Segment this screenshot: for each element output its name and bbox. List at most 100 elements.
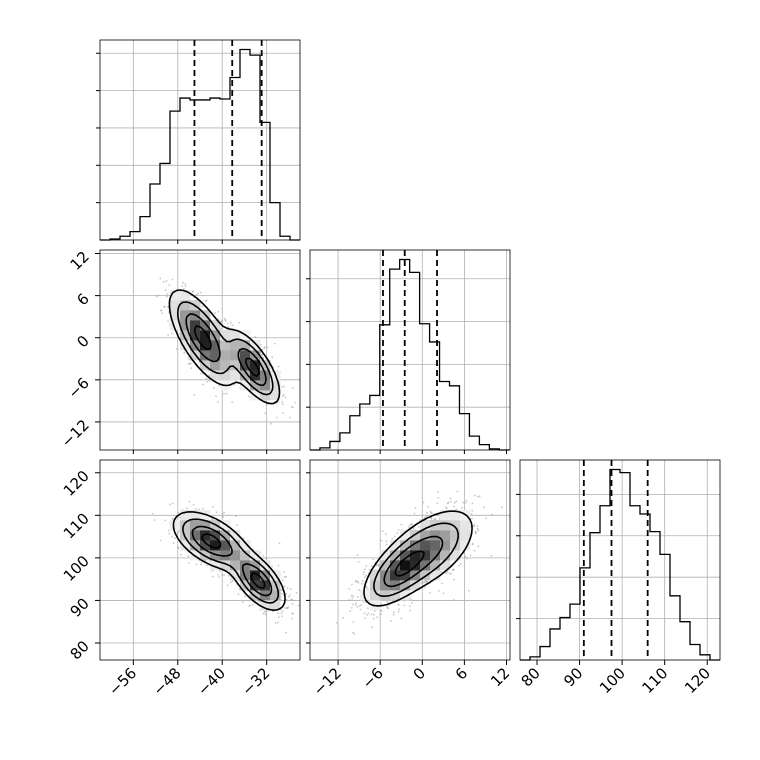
scatter-point [281,401,284,404]
scatter-point [159,309,162,312]
scatter-point [230,581,232,584]
y-tick-label: 90 [67,595,93,621]
hist-step-1 [310,258,510,451]
scatter-point [292,599,295,602]
panel-content-0 [100,250,300,450]
scatter-point [169,503,172,506]
scatter-point [413,512,416,515]
scatter-point [387,607,390,610]
scatter-point [163,306,165,308]
scatter-point [206,380,209,383]
scatter-point [227,574,230,577]
scatter-point [283,570,285,573]
density-cell [180,320,191,331]
scatter-point [441,582,443,585]
density-cell [240,340,251,351]
scatter-point [422,501,425,504]
scatter-point [263,347,266,350]
scatter-point [476,527,479,530]
x-tick-label: −40 [194,664,229,699]
scatter-point [231,580,234,583]
density-cell [190,520,201,531]
panel-content-1 [100,460,300,660]
hist-grid-2 [520,460,720,660]
density-cell [380,580,391,591]
scatter-point [172,541,175,544]
scatter-point [473,525,476,528]
scatter-point [400,523,403,526]
scatter-point [471,502,474,505]
scatter-point [282,393,285,396]
density-cell [230,540,241,551]
density-cell [390,560,401,571]
density-cell [270,600,281,611]
scatter-point [470,513,473,515]
scatter-point [455,508,458,511]
scatter-point [212,387,215,390]
density-cell [230,370,241,381]
scatter-point [168,284,171,287]
scatter-point [295,591,298,594]
scatter-panel-2 [309,459,511,661]
scatter-point [473,549,476,552]
scatter-point [364,568,366,571]
scatter-frame-0 [99,249,301,451]
scatter-point [393,535,396,538]
contour-level [177,301,274,396]
scatter-point [285,598,288,601]
density-cell [240,550,251,561]
density-cell [410,580,421,591]
scatter-point [385,543,388,546]
scatter-point [184,285,187,288]
scatter-point [162,281,165,283]
scatter-point [355,579,357,582]
scatter-point [356,554,359,556]
scatter-point [200,561,203,564]
scatter-point [217,575,220,578]
density-cell [220,360,231,371]
scatter-point [377,563,380,566]
scatter-point [281,579,284,582]
scatter-point [372,617,375,620]
density-cell [180,340,191,351]
scatter-point [458,564,460,567]
scatter-point [222,516,224,518]
y-tick-label: 120 [60,467,93,500]
scatter-point [280,612,283,615]
scatter-point [361,580,364,582]
scatter-point [375,564,378,567]
scatter-point [455,500,458,503]
scatter-point [366,587,369,590]
scatter-point [264,412,267,415]
scatter-point [283,385,286,388]
contour-level [172,511,286,611]
density-cell [230,560,241,571]
density-cell [180,330,191,341]
scatter-point [398,608,401,611]
scatter-point [280,598,282,601]
scatter-point [437,589,440,592]
density-cell [240,350,251,361]
scatter-point [417,526,420,528]
density-cell [170,300,181,311]
density-cell [240,540,251,551]
scatter-point [392,613,395,616]
density-cell [440,560,451,571]
panel-content-2 [310,460,510,660]
scatter-point [166,293,168,295]
scatter-point [407,526,410,528]
scatter-point [359,608,362,611]
x-tick-label: −12 [310,664,345,699]
scatter-point [473,494,476,497]
scatter-point [421,582,423,585]
scatter-point [364,576,366,579]
density-cell [270,390,281,401]
density-cell [200,330,211,341]
hist-panel-2 [516,459,721,661]
scatter-point [365,585,368,588]
scatter-point [199,291,202,294]
density-cell [390,540,401,551]
density-cell [400,590,411,601]
scatter-point [192,503,195,506]
scatter-point [408,605,411,608]
